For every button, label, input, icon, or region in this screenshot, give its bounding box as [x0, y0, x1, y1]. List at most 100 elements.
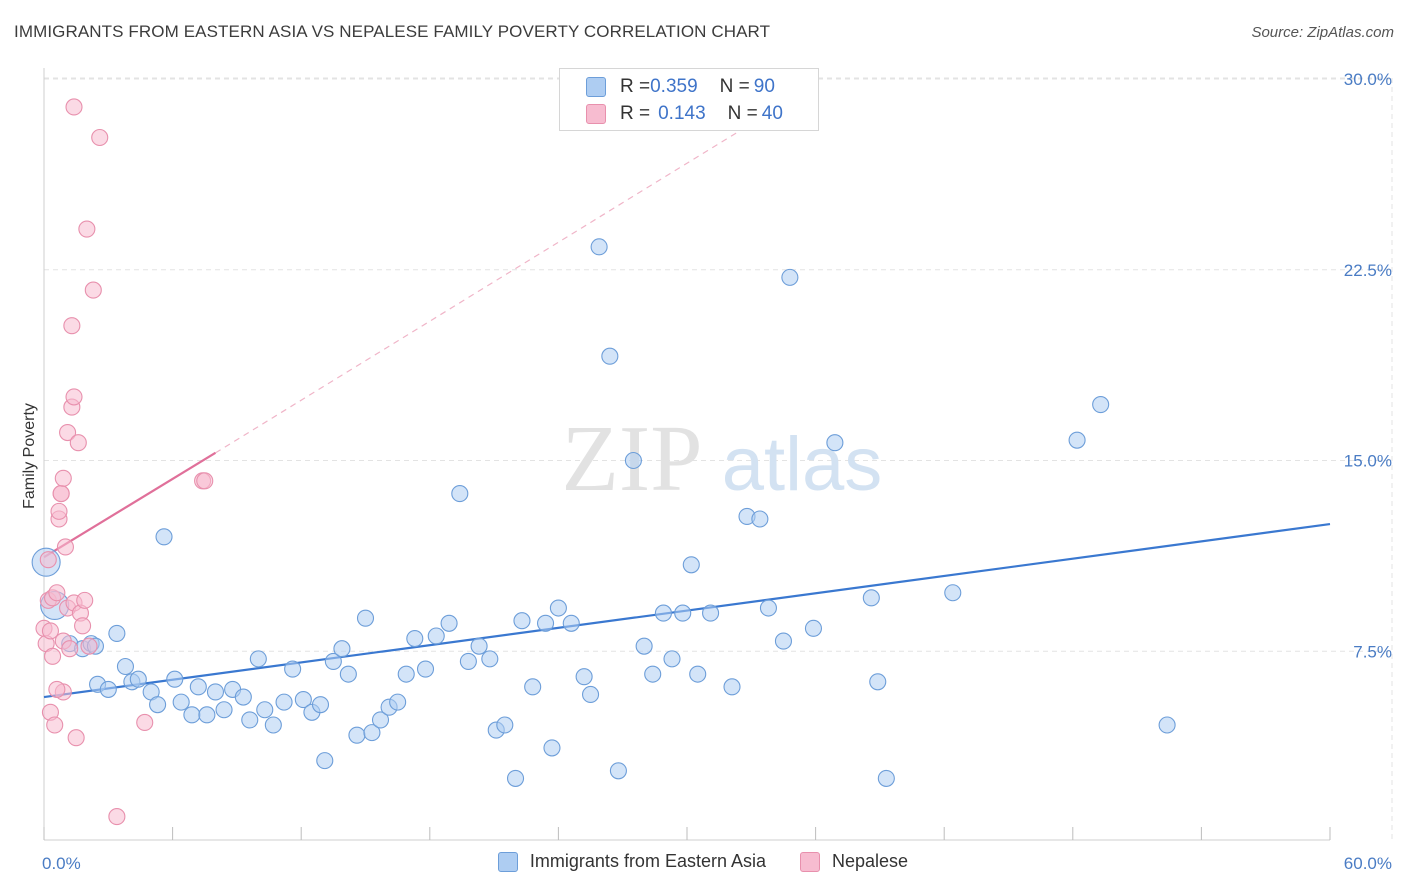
point-eastern-asia — [339, 665, 357, 683]
point-eastern-asia — [774, 632, 793, 650]
point-eastern-asia — [496, 716, 514, 734]
legend-row-nepalese: R = 0.143 N = 40 — [586, 102, 783, 126]
legend-r-label: R = — [620, 76, 651, 97]
y-axis-label: Family Poverty — [21, 403, 38, 509]
point-eastern-asia — [172, 693, 190, 711]
point-eastern-asia — [682, 556, 700, 574]
point-eastern-asia — [513, 612, 531, 630]
legend-swatch-eastern-asia — [586, 77, 606, 97]
point-eastern-asia — [549, 599, 567, 617]
point-eastern-asia — [198, 706, 216, 724]
point-eastern-asia — [624, 451, 642, 470]
point-nepalese — [74, 617, 92, 635]
point-eastern-asia — [654, 604, 672, 622]
legend-item-nepalese: Nepalese — [800, 851, 908, 872]
point-eastern-asia — [481, 650, 499, 668]
point-eastern-asia — [451, 485, 469, 503]
point-eastern-asia — [324, 652, 342, 670]
point-eastern-asia — [1158, 716, 1176, 734]
legend-row-eastern-asia: R = 0.359 N = 90 — [586, 75, 775, 99]
point-nepalese — [69, 434, 87, 452]
point-nepalese — [52, 485, 70, 503]
series-legend: Immigrants from Eastern Asia Nepalese — [0, 851, 1406, 872]
point-eastern-asia — [804, 619, 823, 637]
point-eastern-asia — [1068, 431, 1086, 449]
legend-label: Immigrants from Eastern Asia — [529, 851, 766, 871]
legend-swatch-nepalese — [586, 104, 606, 124]
point-eastern-asia — [635, 637, 653, 655]
point-eastern-asia — [581, 685, 600, 704]
point-eastern-asia — [316, 752, 334, 770]
point-nepalese — [48, 680, 66, 698]
legend-item-eastern-asia: Immigrants from Eastern Asia — [497, 851, 766, 872]
watermark: ZIP atlas — [562, 407, 883, 511]
point-eastern-asia — [155, 528, 173, 546]
point-nepalese — [65, 98, 83, 116]
point-eastern-asia — [333, 640, 351, 658]
point-eastern-asia — [689, 665, 707, 683]
point-nepalese — [80, 637, 98, 655]
point-nepalese — [41, 622, 59, 640]
tick-labels: 7.5% 15.0% 22.5% 30.0% 0.0% 60.0% — [42, 70, 1392, 873]
point-eastern-asia — [663, 650, 681, 668]
legend-label: Nepalese — [832, 851, 909, 871]
point-eastern-asia — [356, 609, 375, 627]
point-eastern-asia — [311, 696, 330, 714]
legend-swatch-nepalese — [800, 851, 820, 872]
point-eastern-asia — [536, 614, 555, 632]
point-nepalese — [91, 128, 109, 147]
point-eastern-asia — [99, 680, 117, 698]
point-eastern-asia — [751, 510, 769, 528]
point-eastern-asia — [427, 627, 445, 645]
point-nepalese — [50, 502, 68, 520]
point-nepalese — [196, 472, 214, 490]
point-eastern-asia — [1092, 395, 1110, 414]
point-eastern-asia — [543, 739, 561, 757]
point-eastern-asia — [389, 693, 407, 711]
x-tick-label: 0.0% — [42, 854, 81, 873]
legend-n-label: N = — [727, 103, 758, 124]
point-eastern-asia — [348, 726, 366, 744]
point-eastern-asia — [416, 660, 435, 678]
trend-line-extension-1 — [215, 116, 763, 454]
chart-title: IMMIGRANTS FROM EASTERN ASIA VS NEPALESE… — [14, 22, 771, 41]
point-eastern-asia — [371, 711, 390, 729]
point-nepalese — [108, 808, 126, 826]
point-eastern-asia — [275, 693, 293, 711]
point-eastern-asia — [944, 584, 962, 602]
point-eastern-asia — [183, 706, 201, 724]
legend-r-label: R = — [620, 103, 651, 124]
grid-lines — [44, 77, 1393, 840]
point-eastern-asia — [206, 683, 225, 701]
point-eastern-asia — [234, 688, 252, 706]
point-eastern-asia — [406, 629, 424, 648]
point-eastern-asia — [781, 268, 799, 286]
point-nepalese — [76, 591, 94, 609]
point-eastern-asia — [241, 711, 259, 729]
point-nepalese — [67, 729, 85, 747]
point-nepalese — [46, 716, 64, 734]
watermark-atlas: atlas — [722, 422, 883, 507]
point-nepalese — [65, 388, 83, 406]
point-eastern-asia — [189, 678, 207, 696]
point-eastern-asia — [674, 604, 692, 622]
source-label: Source: ZipAtlas.com — [1251, 24, 1394, 41]
point-eastern-asia — [363, 724, 381, 742]
legend-swatch-eastern-asia — [497, 851, 518, 872]
point-eastern-asia — [397, 665, 415, 683]
point-eastern-asia — [826, 434, 844, 452]
point-eastern-asia — [575, 668, 593, 686]
point-eastern-asia — [644, 665, 662, 683]
point-eastern-asia — [869, 673, 887, 691]
data-points — [31, 98, 1176, 826]
point-eastern-asia — [264, 716, 282, 734]
point-eastern-asia — [166, 670, 184, 688]
point-eastern-asia — [108, 624, 126, 642]
point-eastern-asia — [562, 614, 580, 632]
point-nepalese — [61, 640, 79, 658]
point-eastern-asia — [702, 604, 720, 622]
legend-r-value: 0.143 — [658, 103, 706, 124]
legend-n-label: N = — [719, 76, 750, 97]
x-tick-label: 60.0% — [1344, 854, 1392, 873]
